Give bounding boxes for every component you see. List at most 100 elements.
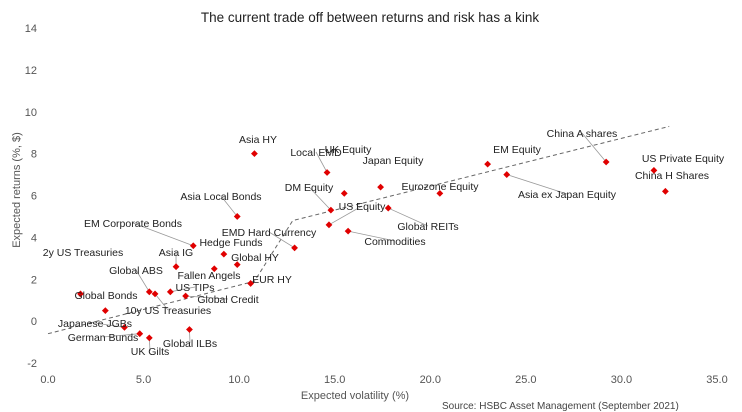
- y-tick-label: 10: [25, 107, 37, 119]
- leader-line: [308, 186, 332, 211]
- point-label: German Bunds: [68, 332, 139, 344]
- point-label: US TIPs: [176, 282, 215, 294]
- point-label: Global HY: [231, 252, 279, 264]
- point-label: Global ABS: [109, 265, 163, 277]
- data-point: [327, 206, 335, 214]
- data-point: [101, 307, 109, 315]
- x-tick-label: 20.0: [420, 374, 441, 386]
- x-tick-label: 10.0: [228, 374, 249, 386]
- point-label: Eurozone Equity: [401, 181, 479, 193]
- point-label: Asia IG: [159, 247, 193, 259]
- point-label: EM Equity: [493, 144, 542, 156]
- point-label: EUR HY: [252, 274, 292, 286]
- point-label: Commodities: [364, 236, 425, 248]
- y-tick-label: 8: [31, 149, 37, 161]
- y-tick-label: 6: [31, 191, 37, 203]
- data-point: [166, 288, 174, 296]
- leader-line: [581, 132, 607, 163]
- point-label: Asia HY: [239, 134, 277, 146]
- leader-line: [268, 231, 295, 249]
- leader-line: [154, 293, 169, 311]
- data-point: [661, 187, 669, 195]
- point-label: Local EMD: [290, 147, 342, 159]
- point-label: China A shares: [547, 128, 618, 140]
- data-point: [136, 330, 144, 338]
- chart-title: The current trade off between returns an…: [201, 10, 539, 25]
- data-point: [77, 290, 84, 298]
- trend-line: [47, 125, 670, 335]
- leader-line: [506, 174, 568, 195]
- y-tick-label: 0: [31, 316, 37, 328]
- data-point: [484, 160, 492, 168]
- data-point: [251, 150, 258, 158]
- data-point: [291, 244, 298, 252]
- point-label: US Private Equity: [642, 153, 725, 165]
- x-tick-label: 30.0: [611, 374, 632, 386]
- data-point: [344, 227, 352, 235]
- y-axis-label: Expected returns (%, $): [11, 132, 23, 248]
- leader-line: [94, 322, 125, 328]
- x-tick-label: 15.0: [324, 374, 345, 386]
- data-point: [172, 263, 180, 271]
- data-point: [182, 292, 190, 300]
- point-label: Global REITs: [397, 221, 458, 233]
- data-point: [145, 334, 153, 342]
- data-point: [233, 213, 241, 220]
- y-tick-label: 14: [25, 23, 37, 35]
- leader-line: [328, 205, 363, 226]
- point-label: China H Shares: [635, 170, 709, 182]
- data-point: [384, 204, 392, 212]
- y-tick-label: 12: [25, 65, 37, 77]
- data-point: [323, 169, 331, 176]
- data-point: [650, 166, 658, 174]
- data-point: [503, 171, 511, 178]
- point-label: 2y US Treasuries: [43, 247, 124, 259]
- leader-line: [102, 333, 140, 338]
- point-label: Japan Equity: [363, 155, 424, 167]
- x-tick-label: 0.0: [40, 374, 55, 386]
- data-point: [151, 290, 159, 298]
- y-tick-label: -2: [27, 358, 37, 370]
- leader-line: [220, 195, 238, 217]
- data-point: [340, 190, 348, 197]
- point-label: Asia Local Bonds: [180, 191, 261, 203]
- y-tick-label: 2: [31, 274, 37, 286]
- data-point: [210, 265, 218, 273]
- point-label: Global ILBs: [163, 338, 217, 350]
- point-label: EM Corporate Bonds: [84, 218, 182, 230]
- data-point: [602, 158, 610, 166]
- point-label: Global Credit: [197, 294, 258, 306]
- leader-line: [348, 230, 396, 242]
- data-point: [220, 250, 228, 258]
- data-point: [233, 261, 241, 268]
- data-point: [145, 288, 153, 296]
- point-label: UK Gilts: [131, 346, 170, 358]
- leader-line: [388, 207, 429, 227]
- x-tick-label: 5.0: [136, 374, 151, 386]
- leader-line: [185, 295, 229, 300]
- data-point: [436, 190, 444, 197]
- data-point: [189, 242, 197, 250]
- leader-line: [132, 222, 194, 247]
- point-label: Asia ex Japan Equity: [518, 189, 617, 201]
- point-label: Hedge Funds: [199, 237, 262, 249]
- x-tick-label: 35.0: [706, 374, 727, 386]
- point-label: Global Bonds: [74, 290, 137, 302]
- point-label: EMD Hard Currency: [222, 227, 317, 239]
- point-label: Fallen Angels: [177, 270, 240, 282]
- point-label: Japanese JGBs: [58, 318, 132, 330]
- y-tick-label: 4: [31, 232, 37, 244]
- source-note: Source: HSBC Asset Management (September…: [442, 401, 679, 412]
- data-point: [247, 280, 255, 287]
- leader-line: [135, 269, 150, 293]
- data-point: [377, 183, 384, 191]
- x-axis-label: Expected volatility (%): [301, 390, 409, 402]
- point-label: US Equity: [339, 201, 386, 213]
- leader-line: [170, 286, 196, 293]
- data-point: [121, 324, 128, 331]
- point-label: UK Equity: [325, 144, 372, 156]
- data-point: [186, 326, 193, 333]
- data-point: [325, 221, 333, 229]
- leader-line: [315, 151, 328, 173]
